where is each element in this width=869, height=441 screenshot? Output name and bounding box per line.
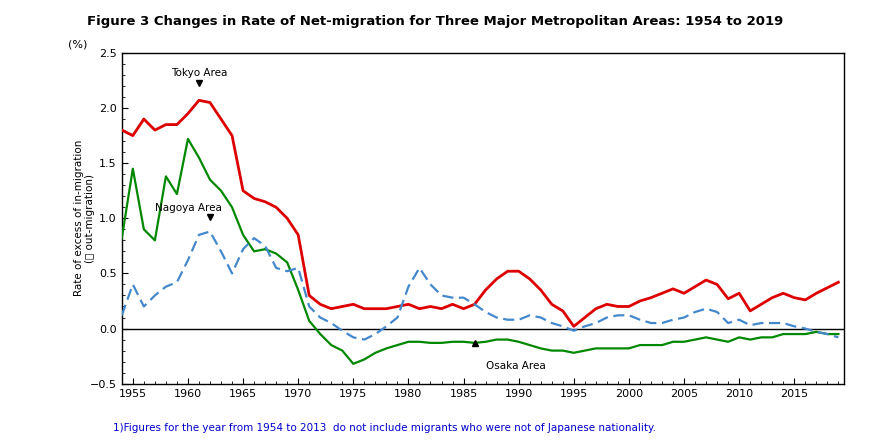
Text: (%): (%)	[68, 40, 87, 50]
Text: Nagoya Area: Nagoya Area	[155, 203, 221, 213]
Text: Figure 3 Changes in Rate of Net-migration for Three Major Metropolitan Areas: 19: Figure 3 Changes in Rate of Net-migratio…	[87, 15, 782, 28]
Y-axis label: Rate of excess of in-migration
(～ out-migration): Rate of excess of in-migration (～ out-mi…	[74, 140, 95, 296]
Text: 1)Figures for the year from 1954 to 2013  do not include migrants who were not o: 1)Figures for the year from 1954 to 2013…	[113, 423, 655, 433]
Text: Tokyo Area: Tokyo Area	[170, 68, 227, 78]
Text: Osaka Area: Osaka Area	[485, 360, 545, 370]
